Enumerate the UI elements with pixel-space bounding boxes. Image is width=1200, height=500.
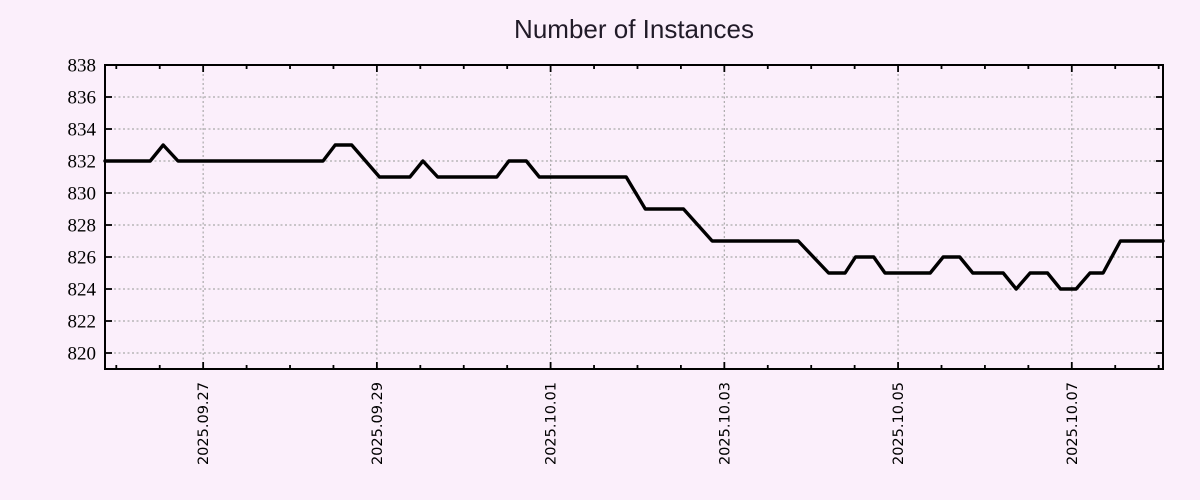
y-tick-label: 832 — [68, 152, 97, 173]
x-tick-label: 2025.09.27 — [196, 382, 212, 465]
x-tick-label: 2025.10.05 — [891, 382, 907, 465]
y-tick-label: 820 — [68, 344, 97, 365]
plot-border — [104, 64, 1164, 370]
y-tick-label: 826 — [68, 248, 97, 269]
y-tick-label: 828 — [68, 216, 97, 237]
y-tick-label: 838 — [68, 56, 97, 77]
series-line-instances — [103, 143, 1165, 291]
y-tick-label: 822 — [68, 312, 97, 333]
y-tick-label: 830 — [68, 184, 97, 205]
x-tick-label: 2025.10.03 — [717, 382, 733, 465]
x-tick-label: 2025.09.29 — [370, 382, 386, 465]
y-tick-label: 836 — [68, 88, 97, 109]
y-tick-label: 834 — [68, 120, 97, 141]
x-tick-label: 2025.10.07 — [1065, 382, 1081, 465]
x-tick-label: 2025.10.01 — [544, 382, 560, 465]
y-tick-label: 824 — [68, 280, 97, 301]
chart-title: Number of Instances — [514, 14, 754, 44]
plot-area — [105, 65, 1163, 369]
